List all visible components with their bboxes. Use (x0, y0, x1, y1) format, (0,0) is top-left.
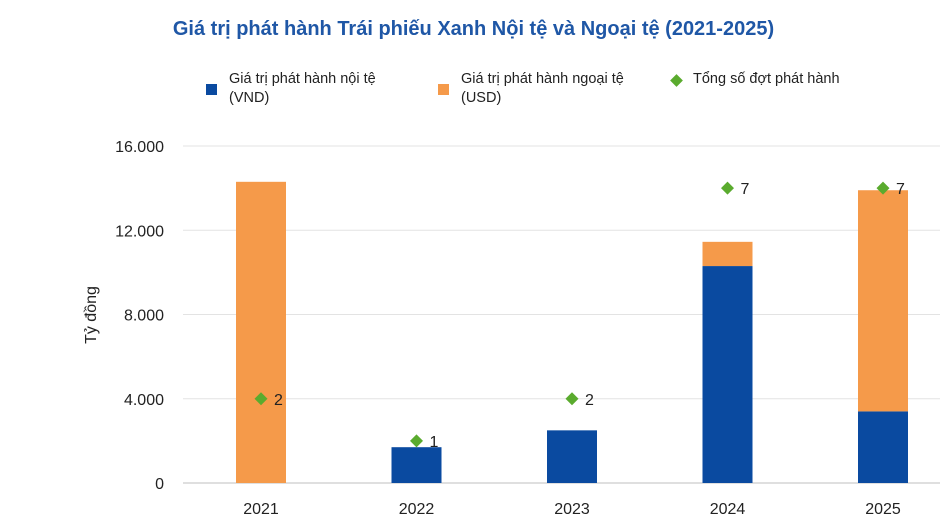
x-tick-label: 2022 (399, 501, 435, 518)
count-label: 7 (741, 181, 750, 198)
bar-domestic (547, 430, 597, 483)
bar-domestic (391, 447, 442, 483)
x-tick-label: 2024 (710, 501, 746, 518)
legend-swatch-domestic (206, 84, 217, 95)
x-tick-label: 2021 (243, 501, 279, 518)
count-label: 2 (274, 392, 283, 409)
y-tick-label: 4.000 (124, 392, 164, 409)
bar-domestic (702, 266, 753, 483)
legend-item-foreign: Giá trị phát hành ngoại tệ (USD) (438, 70, 624, 108)
count-label: 2 (585, 392, 594, 409)
legend-label-domestic: Giá trị phát hành nội tệ (VND) (229, 71, 376, 106)
y-tick-label: 0 (155, 476, 164, 493)
legend-item-count: Tổng số đợt phát hành (670, 70, 840, 89)
bar-domestic (858, 411, 908, 483)
y-tick-label: 16.000 (115, 139, 164, 156)
bar-foreign (702, 241, 753, 267)
y-tick-label: 12.000 (115, 223, 164, 240)
legend-item-domestic: Giá trị phát hành nội tệ (VND) (206, 70, 376, 108)
bar-foreign (858, 190, 908, 412)
bar-foreign (236, 181, 286, 483)
count-marker (721, 181, 734, 195)
y-tick-label: 8.000 (124, 308, 164, 325)
legend: Giá trị phát hành nội tệ (VND) Giá trị p… (0, 70, 947, 118)
chart-title: Giá trị phát hành Trái phiếu Xanh Nội tệ… (172, 18, 775, 40)
legend-label-foreign: Giá trị phát hành ngoại tệ (USD) (461, 71, 624, 106)
count-marker (410, 434, 423, 448)
count-label: 7 (896, 181, 905, 198)
count-marker (254, 392, 268, 406)
x-tick-label: 2023 (554, 501, 590, 518)
count-marker (565, 392, 579, 406)
count-marker (876, 181, 890, 195)
legend-swatch-foreign (438, 84, 449, 95)
x-tick-label: 2025 (865, 501, 901, 518)
legend-label-count: Tổng số đợt phát hành (693, 71, 840, 87)
count-label: 1 (430, 434, 439, 451)
